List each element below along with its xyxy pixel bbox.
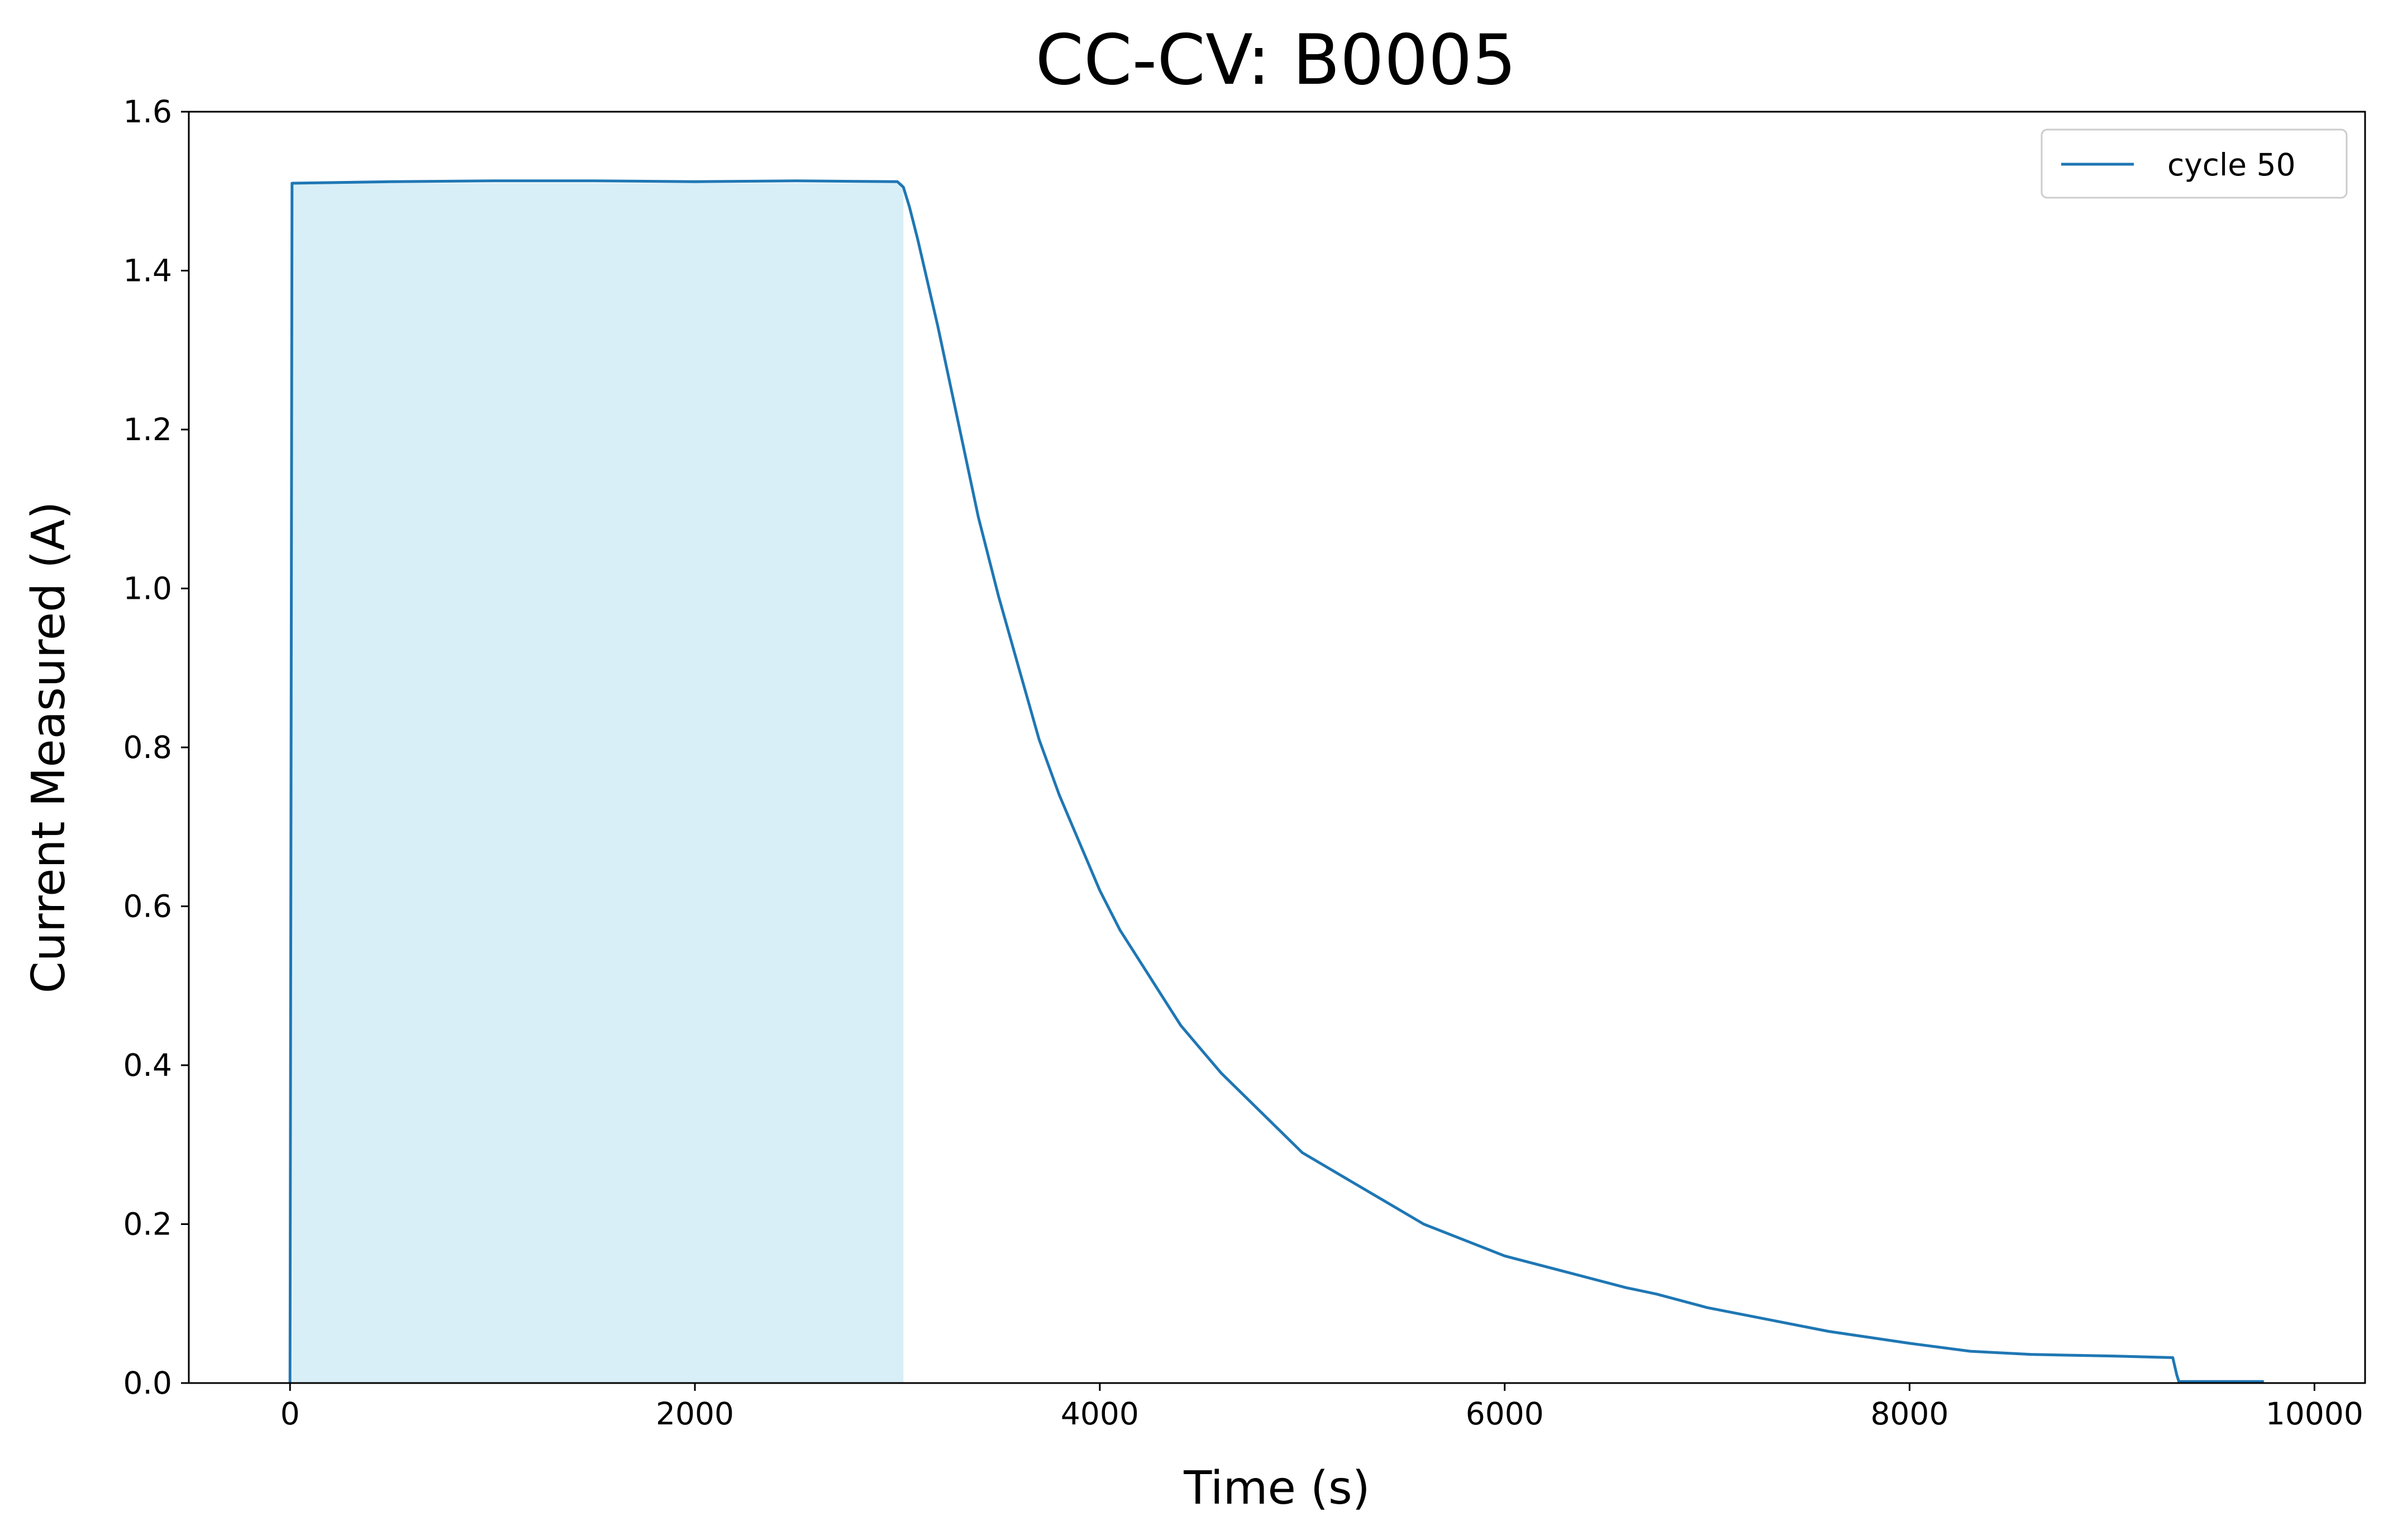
chart-title: CC-CV: B0005 [1035,20,1516,101]
y-axis-label: Current Measured (A) [22,502,75,994]
y-tick-label: 1.6 [123,94,172,130]
legend: cycle 50 [2041,128,2348,199]
x-tick-label: 4000 [1061,1396,1139,1432]
legend-label-cycle-50: cycle 50 [2167,147,2296,183]
plot-area [189,112,2365,1384]
x-axis-ticks: 0 2000 4000 6000 8000 10000 [280,1383,2363,1432]
y-tick-label: 0.4 [123,1047,172,1083]
x-tick-label: 10000 [2266,1396,2363,1432]
y-tick-label: 1.0 [123,571,172,607]
x-tick-label: 2000 [656,1396,734,1432]
x-tick-label: 8000 [1871,1396,1949,1432]
y-tick-label: 0.6 [123,889,172,924]
legend-box [2041,128,2348,199]
y-tick-label: 1.4 [123,253,172,289]
x-tick-label: 6000 [1466,1396,1544,1432]
y-tick-label: 0.2 [123,1207,172,1242]
axes-frame [188,111,2366,1384]
cc-phase-shaded-region [292,183,904,1383]
series-line-cycle-50 [288,179,2264,1384]
y-tick-label: 0.8 [123,730,172,765]
x-axis-label: Time (s) [1183,1462,1370,1515]
y-axis-ticks: 0.0 0.2 0.4 0.6 0.8 1.0 1.2 1.4 1.6 [123,94,189,1401]
y-tick-label: 0.0 [123,1365,172,1401]
y-tick-label: 1.2 [123,412,172,447]
x-tick-label: 0 [280,1396,300,1432]
